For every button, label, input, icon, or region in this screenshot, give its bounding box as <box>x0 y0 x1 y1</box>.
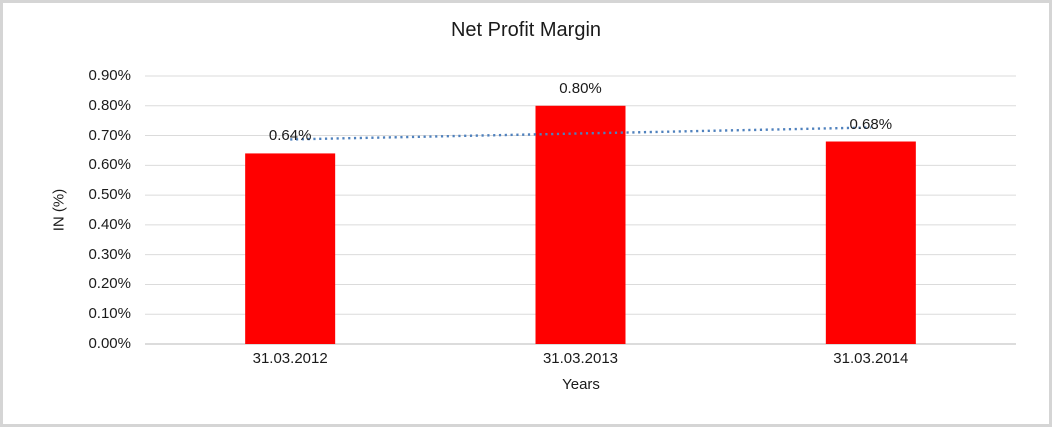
x-axis-title: Years <box>562 376 600 393</box>
x-tick-label: 31.03.2013 <box>542 350 619 367</box>
data-label: 0.80% <box>559 79 602 97</box>
trendline <box>290 126 871 141</box>
y-tick-label: 0.10% <box>88 305 131 323</box>
data-label: 0.64% <box>268 127 312 145</box>
bar-31.03.2013 <box>535 105 626 345</box>
data-label: 0.68% <box>849 115 893 133</box>
y-tick-label: 0.90% <box>88 67 131 84</box>
x-tick-label: 31.03.2014 <box>833 350 909 367</box>
chart-title: Net Profit Margin <box>450 19 602 41</box>
y-tick-label: 0.50% <box>88 186 131 204</box>
y-tick-label: 0.60% <box>88 156 131 174</box>
x-tick-label: 31.03.2012 <box>252 350 328 367</box>
y-tick-label: 0.80% <box>88 96 131 114</box>
y-tick-label: 0.30% <box>88 245 131 263</box>
y-tick-label: 0.20% <box>88 275 131 293</box>
bar-31.03.2014 <box>825 141 916 344</box>
plot-area <box>145 75 1016 345</box>
y-tick-label: 0.70% <box>88 126 131 144</box>
bar-31.03.2012 <box>245 153 336 344</box>
y-tick-label: 0.40% <box>88 215 131 233</box>
y-tick-label: 0.00% <box>88 335 131 352</box>
